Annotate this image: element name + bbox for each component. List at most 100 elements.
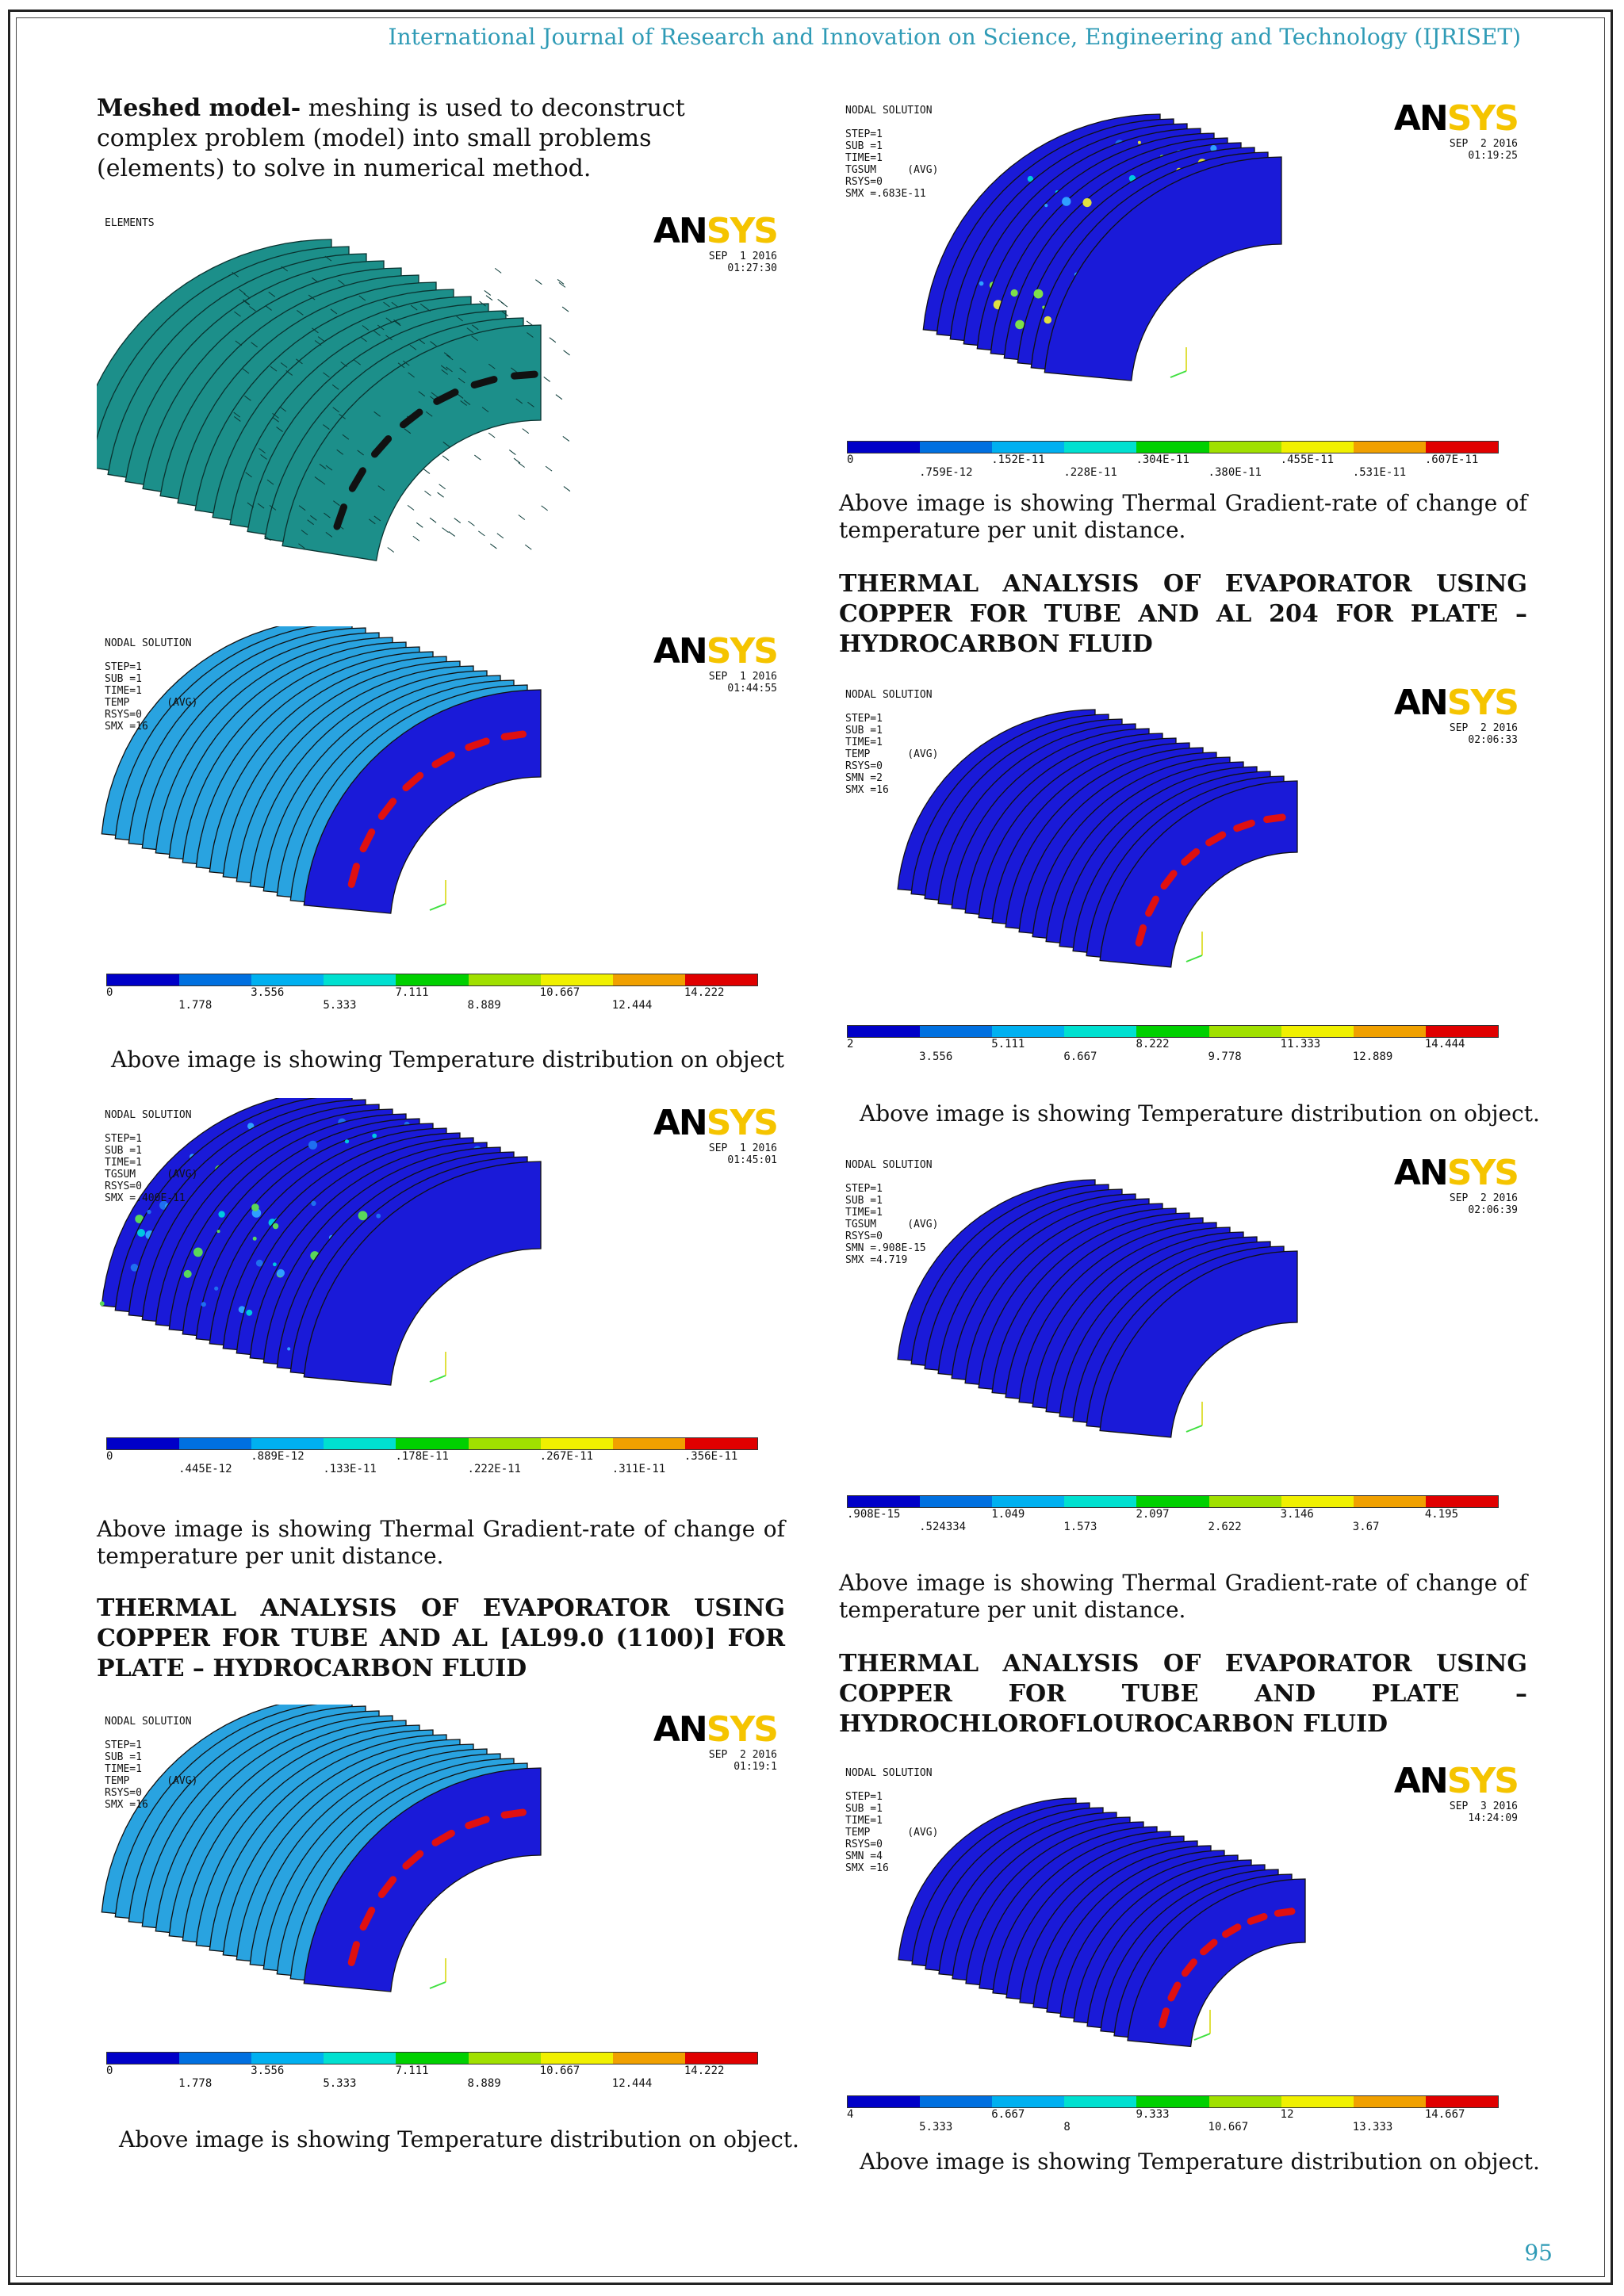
ansys-timestamp: SEP 2 2016 01:19:1 <box>709 1749 777 1773</box>
legend-swatch <box>469 974 541 985</box>
legend-swatch <box>1064 1496 1136 1507</box>
legend-swatch <box>992 442 1064 453</box>
gradient-speckle <box>100 1301 105 1306</box>
legend-label: 1.049 <box>991 1508 1025 1521</box>
ansys-solution-header: ELEMENTS <box>105 217 155 229</box>
thermal-gradient-figure-2: NODAL SOLUTION STEP=1 SUB =1 TIME=1 TGSU… <box>837 94 1527 490</box>
legend-swatch <box>613 1438 685 1449</box>
ansys-logo-sys: SYS <box>1447 1761 1518 1801</box>
mesh-line <box>556 395 562 400</box>
mesh-line <box>509 450 515 455</box>
legend-swatch <box>613 974 685 985</box>
legend-swatch <box>251 2053 324 2064</box>
gradient-speckle <box>287 1347 290 1350</box>
gradient-speckle <box>345 1139 349 1143</box>
ansys-logo-sys: SYS <box>707 211 777 251</box>
ansys-logo-an: AN <box>1394 98 1447 139</box>
legend-label: 0 <box>106 1450 113 1463</box>
ansys-logo: ANSYS <box>653 211 777 251</box>
legend-swatch <box>992 2096 1064 2107</box>
legend-label: 2.097 <box>1136 1508 1169 1521</box>
mesh-line <box>423 469 430 473</box>
legend-swatch <box>1354 1026 1426 1037</box>
mesh-line <box>416 522 423 527</box>
thermal-gradient-figure-3: NODAL SOLUTION STEP=1 SUB =1 TIME=1 TGSU… <box>837 1148 1527 1544</box>
legend-swatch <box>992 1026 1064 1037</box>
legend-label: .356E-11 <box>684 1450 737 1463</box>
mesh-line <box>546 466 552 471</box>
legend-label: .908E-15 <box>847 1508 900 1521</box>
ansys-logo-sys: SYS <box>1447 683 1518 723</box>
legend-swatch <box>1354 2096 1426 2107</box>
caption-temperature-4: Above image is showing Temperature distr… <box>860 2149 1542 2175</box>
legend-swatch <box>541 1438 613 1449</box>
axis-x <box>430 904 446 910</box>
gradient-speckle <box>1044 204 1048 207</box>
legend-label: .311E-11 <box>612 1463 665 1475</box>
ansys-logo-sys: SYS <box>1447 1153 1518 1193</box>
legend-label: 8.889 <box>468 2077 501 2090</box>
legend-swatch <box>1426 442 1498 453</box>
ansys-logo-an: AN <box>1394 1761 1447 1801</box>
legend-label: 10.667 <box>1208 2121 1249 2133</box>
legend-swatch <box>324 974 396 985</box>
caption-gradient-3: Above image is showing Thermal Gradient-… <box>839 1570 1527 1624</box>
gradient-speckle <box>376 1214 381 1219</box>
mesh-line <box>519 515 525 519</box>
legend-label: 8.222 <box>1136 1038 1169 1050</box>
axis-x <box>1186 1425 1202 1432</box>
legend-label: 10.667 <box>540 2064 580 2077</box>
legend-label: 0 <box>847 453 853 466</box>
mesh-line <box>544 377 550 381</box>
mesh-line <box>488 433 495 438</box>
tube-segment <box>1237 823 1252 828</box>
mesh-line <box>562 307 569 312</box>
ansys-timestamp: SEP 1 2016 01:44:55 <box>709 671 777 695</box>
mesh-line <box>424 491 431 496</box>
color-legend-bar <box>847 2095 1499 2108</box>
gradient-speckle <box>1138 141 1141 144</box>
legend-label: 4 <box>847 2108 853 2121</box>
ansys-solution-header: NODAL SOLUTION STEP=1 SUB =1 TIME=1 TGSU… <box>845 105 938 200</box>
ansys-logo: ANSYS <box>1394 683 1518 723</box>
mesh-line <box>564 350 570 355</box>
gradient-speckle <box>311 1201 316 1206</box>
mesh-line <box>550 338 556 342</box>
mesh-line <box>442 528 449 533</box>
color-legend-bar <box>106 974 758 986</box>
ansys-solution-header: NODAL SOLUTION STEP=1 SUB =1 TIME=1 TEMP… <box>105 1716 197 1811</box>
legend-swatch <box>1136 2096 1208 2107</box>
legend-swatch <box>685 2053 757 2064</box>
ansys-logo-sys: SYS <box>707 1103 777 1143</box>
mesh-line <box>525 545 531 549</box>
gradient-speckle <box>372 1134 377 1138</box>
legend-label: .133E-11 <box>323 1463 376 1475</box>
gradient-speckle <box>273 1262 277 1266</box>
legend-swatch <box>179 1438 251 1449</box>
mesh-line <box>468 521 474 526</box>
legend-swatch <box>251 974 324 985</box>
legend-label: 14.222 <box>684 2064 725 2077</box>
axis-x <box>1186 955 1202 962</box>
mesh-line <box>388 548 394 553</box>
legend-label: 14.222 <box>684 986 725 999</box>
legend-label: .304E-11 <box>1136 453 1189 466</box>
legend-label: 6.667 <box>991 2108 1025 2121</box>
legend-swatch <box>107 1438 179 1449</box>
heading-al204: THERMAL ANALYSIS OF EVAPORATOR USING COP… <box>839 569 1527 660</box>
mesh-line <box>478 531 485 536</box>
legend-swatch <box>1064 2096 1136 2107</box>
gradient-speckle <box>137 1229 145 1237</box>
legend-label: 5.333 <box>323 2077 356 2090</box>
gradient-speckle <box>308 1141 317 1150</box>
legend-label: 0 <box>106 2064 113 2077</box>
legend-label: 3.556 <box>251 986 284 999</box>
legend-label: .759E-12 <box>919 466 972 479</box>
legend-swatch <box>541 974 613 985</box>
ansys-solution-header: NODAL SOLUTION STEP=1 SUB =1 TIME=1 TEMP… <box>105 637 197 733</box>
ansys-logo-sys: SYS <box>707 1709 777 1750</box>
legend-swatch <box>251 1438 324 1449</box>
legend-label: 12.444 <box>612 999 653 1012</box>
legend-swatch <box>1281 1026 1354 1037</box>
legend-swatch <box>107 974 179 985</box>
